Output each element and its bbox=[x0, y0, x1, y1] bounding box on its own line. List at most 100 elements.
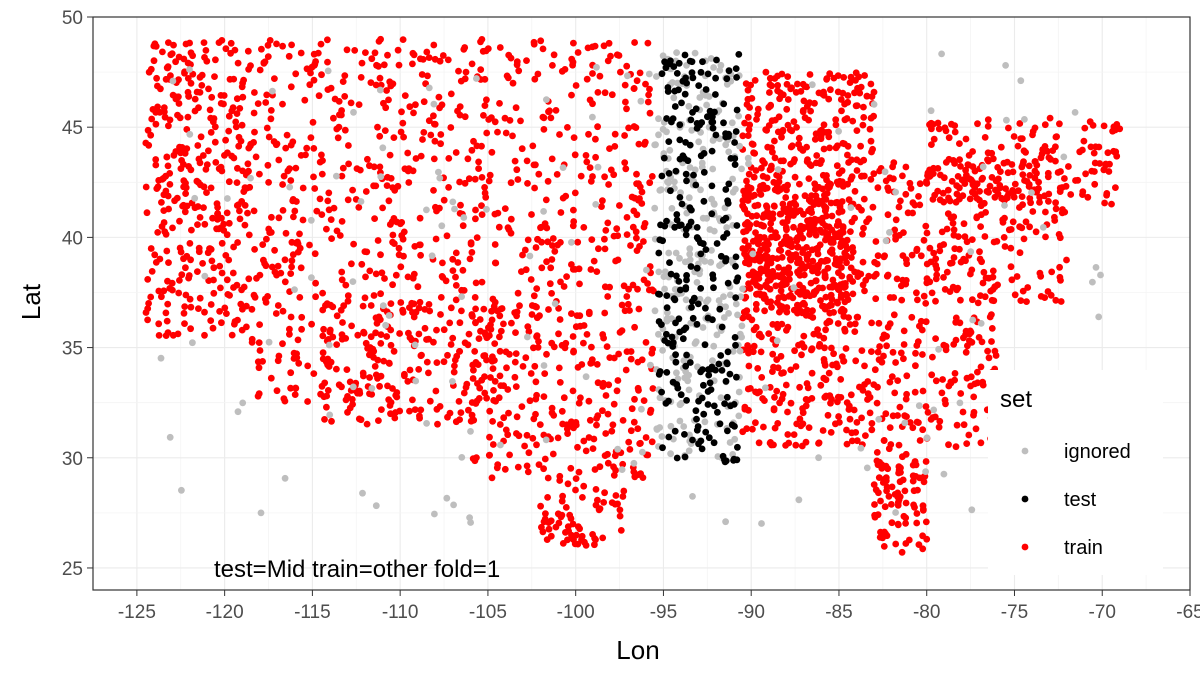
data-point-train bbox=[861, 362, 868, 370]
data-point-train bbox=[816, 241, 824, 249]
data-point-train bbox=[580, 322, 588, 329]
data-point-train bbox=[485, 177, 493, 185]
data-point-train bbox=[447, 304, 455, 312]
data-point-test bbox=[676, 194, 684, 201]
data-point-train bbox=[464, 155, 472, 163]
data-point-train bbox=[806, 71, 814, 78]
data-point-train bbox=[961, 233, 969, 241]
data-point-train bbox=[997, 143, 1005, 151]
data-point-test bbox=[667, 270, 675, 278]
data-point-train bbox=[176, 143, 183, 151]
data-point-test bbox=[672, 358, 680, 366]
data-point-train bbox=[186, 295, 194, 303]
data-point-train bbox=[610, 400, 618, 408]
data-point-train bbox=[934, 165, 942, 172]
data-point-ignored bbox=[863, 464, 871, 472]
data-point-train bbox=[318, 151, 325, 159]
data-point-train bbox=[400, 228, 408, 236]
data-point-train bbox=[217, 92, 225, 99]
data-point-train bbox=[486, 433, 493, 441]
data-point-test bbox=[671, 427, 679, 435]
data-point-train bbox=[293, 350, 300, 358]
data-point-train bbox=[230, 75, 238, 83]
data-point-train bbox=[573, 531, 580, 539]
data-point-train bbox=[250, 139, 257, 146]
data-point-train bbox=[554, 434, 562, 442]
data-point-train bbox=[174, 111, 181, 119]
data-point-train bbox=[909, 424, 917, 432]
data-point-ignored bbox=[659, 125, 667, 133]
data-point-train bbox=[410, 109, 417, 117]
data-point-ignored bbox=[224, 195, 231, 202]
data-point-ignored bbox=[673, 369, 680, 377]
data-point-train bbox=[564, 480, 572, 488]
data-point-train bbox=[589, 70, 596, 77]
data-point-train bbox=[958, 176, 966, 184]
data-point-train bbox=[969, 188, 976, 196]
data-point-train bbox=[255, 339, 263, 346]
data-point-train bbox=[372, 81, 380, 89]
data-point-train bbox=[987, 287, 995, 295]
data-point-train bbox=[286, 165, 293, 173]
data-point-train bbox=[616, 202, 623, 209]
data-point-train bbox=[362, 273, 369, 281]
data-point-train bbox=[377, 251, 384, 259]
data-point-train bbox=[286, 325, 293, 333]
data-point-train bbox=[320, 393, 328, 401]
data-point-train bbox=[745, 170, 753, 178]
data-point-train bbox=[176, 277, 183, 284]
data-point-train bbox=[562, 529, 569, 536]
data-point-train bbox=[488, 148, 496, 156]
x-tick-label: -75 bbox=[1001, 602, 1028, 623]
data-point-train bbox=[251, 128, 258, 136]
data-point-train bbox=[1008, 276, 1016, 284]
data-point-ignored bbox=[725, 310, 732, 317]
data-point-train bbox=[514, 176, 522, 183]
data-point-train bbox=[810, 330, 818, 338]
data-point-train bbox=[933, 265, 941, 273]
data-point-train bbox=[374, 356, 382, 364]
data-point-train bbox=[910, 487, 918, 495]
data-point-train bbox=[389, 184, 397, 192]
data-point-train bbox=[512, 350, 520, 357]
data-point-train bbox=[198, 71, 206, 79]
data-point-train bbox=[368, 55, 376, 63]
data-point-test bbox=[723, 393, 731, 401]
data-point-ignored bbox=[940, 470, 948, 478]
data-point-train bbox=[375, 417, 382, 424]
data-point-train bbox=[385, 197, 393, 205]
data-point-train bbox=[796, 291, 804, 298]
data-point-ignored bbox=[698, 163, 706, 171]
data-point-train bbox=[760, 241, 768, 249]
data-point-train bbox=[239, 93, 247, 101]
data-point-train bbox=[165, 39, 172, 46]
data-point-train bbox=[790, 158, 797, 166]
data-point-train bbox=[976, 196, 983, 204]
data-point-train bbox=[355, 204, 363, 211]
data-point-test bbox=[701, 341, 709, 349]
data-point-train bbox=[797, 230, 804, 238]
data-point-train bbox=[185, 274, 193, 282]
data-point-train bbox=[310, 76, 318, 84]
data-point-train bbox=[409, 274, 417, 282]
data-point-train bbox=[481, 352, 489, 359]
data-point-train bbox=[981, 293, 989, 301]
data-point-train bbox=[787, 366, 795, 374]
data-point-train bbox=[475, 395, 483, 402]
x-tick-label: -90 bbox=[737, 602, 764, 623]
data-point-train bbox=[596, 505, 604, 513]
data-point-train bbox=[615, 350, 622, 358]
data-point-train bbox=[1019, 161, 1027, 168]
data-point-train bbox=[469, 361, 477, 369]
data-point-train bbox=[1019, 201, 1026, 209]
data-point-train bbox=[503, 364, 510, 372]
data-point-train bbox=[569, 520, 577, 528]
data-point-train bbox=[335, 123, 343, 131]
data-point-train bbox=[628, 405, 636, 413]
data-point-train bbox=[596, 463, 604, 471]
data-point-train bbox=[255, 364, 263, 372]
data-point-train bbox=[265, 133, 273, 141]
data-point-train bbox=[572, 486, 579, 494]
data-point-ignored bbox=[428, 252, 436, 260]
data-point-train bbox=[367, 333, 375, 341]
